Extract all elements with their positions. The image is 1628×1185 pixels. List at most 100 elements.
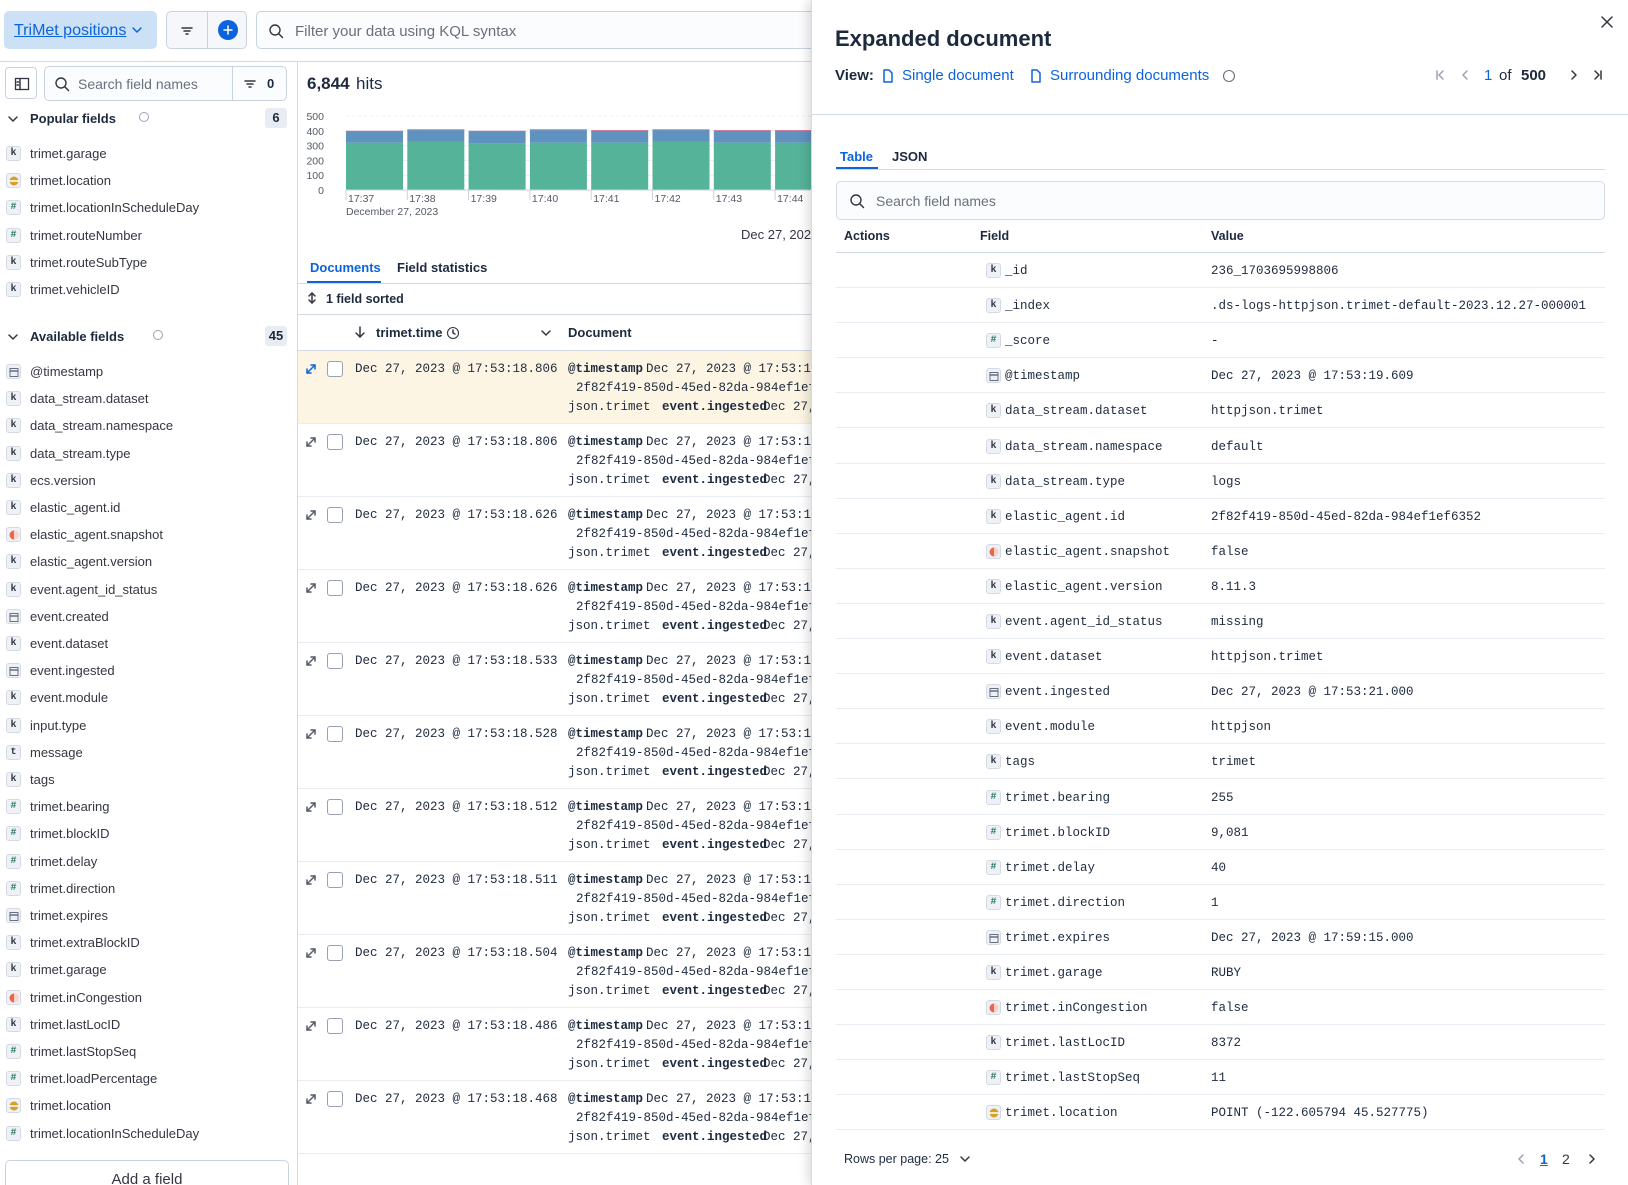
icon-fill (14, 993, 19, 1003)
field-item[interactable]: # trimet.delay (0, 848, 297, 875)
field-item[interactable]: k trimet.lastLocID (0, 1011, 297, 1038)
row-checkbox[interactable] (327, 434, 343, 450)
doc-value: 2f82f419-850d-45ed-82da-984ef1ef6 (576, 1038, 818, 1052)
column-header[interactable]: Document (568, 325, 632, 340)
collapse-sidebar-button[interactable] (5, 67, 37, 99)
index-pattern-button[interactable]: TriMet positions (4, 11, 157, 49)
page-link[interactable]: 2 (1562, 1151, 1570, 1167)
field-item[interactable]: trimet.inCongestion (0, 984, 297, 1011)
document-row[interactable]: Dec 27, 2023 @ 17:53:18.511 @timestamp Dec… (298, 862, 818, 935)
field-item[interactable]: # trimet.loadPercentage (0, 1065, 297, 1092)
field-type-token: k (6, 254, 21, 270)
tab[interactable]: Field statistics (397, 260, 488, 275)
field-item[interactable]: # trimet.locationInScheduleDay (0, 194, 297, 221)
row-checkbox[interactable] (327, 1091, 343, 1107)
field-item[interactable]: event.created (0, 603, 297, 630)
field-item[interactable]: k data_stream.namespace (0, 412, 297, 439)
field-item[interactable]: k data_stream.type (0, 440, 297, 467)
view-surrounding[interactable]: Surrounding documents (1050, 67, 1210, 84)
field-item[interactable]: trimet.location (0, 1092, 297, 1119)
row-time: Dec 27, 2023 @ 17:53:18.511 (355, 873, 558, 887)
document-row[interactable]: Dec 27, 2023 @ 17:53:18.806 @timestamp Dec… (298, 424, 818, 497)
sorted-label[interactable]: 1 field sorted (326, 292, 404, 306)
document-row[interactable]: Dec 27, 2023 @ 17:53:18.533 @timestamp Dec… (298, 643, 818, 716)
view-single[interactable]: Single document (902, 67, 1014, 84)
doc-value: Dec 27, (763, 619, 816, 633)
field-item[interactable]: k tags (0, 766, 297, 793)
field-item[interactable]: # trimet.bearing (0, 793, 297, 820)
field-item[interactable]: # trimet.routeNumber (0, 222, 297, 249)
tab-underline (307, 281, 381, 283)
field-item[interactable]: # trimet.blockID (0, 820, 297, 847)
field-section-header[interactable]: Popular fields 6 (0, 104, 297, 134)
histogram-bar (407, 130, 465, 142)
doc-value: Dec 27, (763, 1130, 816, 1144)
document-row[interactable]: Dec 27, 2023 @ 17:53:18.626 @timestamp Dec… (298, 570, 818, 643)
field-name: @timestamp (1005, 369, 1081, 384)
flyout-tab[interactable]: JSON (892, 149, 928, 164)
row-checkbox[interactable] (327, 872, 343, 888)
document-row[interactable]: Dec 27, 2023 @ 17:53:18.486 @timestamp Dec… (298, 1008, 818, 1081)
field-item[interactable]: k elastic_agent.id (0, 494, 297, 521)
field-item[interactable]: k event.module (0, 684, 297, 711)
row-checkbox[interactable] (327, 361, 343, 377)
row-checkbox[interactable] (327, 580, 343, 596)
field-item[interactable]: k input.type (0, 712, 297, 739)
add-field-button[interactable]: Add a field (5, 1160, 289, 1185)
field-item[interactable]: k trimet.extraBlockID (0, 929, 297, 956)
flyout-tab[interactable]: Table (840, 149, 873, 164)
field-item[interactable]: # trimet.locationInScheduleDay (0, 1120, 297, 1147)
field-section-header[interactable]: Available fields 45 (0, 322, 297, 352)
field-item[interactable]: elastic_agent.snapshot (0, 521, 297, 548)
column-header[interactable]: trimet.time (376, 325, 443, 340)
field-sidebar: Search field names 0 Popular fields 6 k trime… (0, 62, 298, 1185)
row-checkbox[interactable] (327, 1018, 343, 1034)
filter-buttons[interactable] (166, 11, 247, 49)
document-row[interactable]: Dec 27, 2023 @ 17:53:18.528 @timestamp Dec… (298, 716, 818, 789)
document-flyout: Expanded document View: Single document Sur… (811, 0, 1628, 1185)
field-item[interactable]: k trimet.garage (0, 140, 297, 167)
field-type-token (6, 173, 21, 189)
document-row[interactable]: Dec 27, 2023 @ 17:53:18.504 @timestamp Dec… (298, 935, 818, 1008)
filter-icon (244, 80, 256, 88)
field-item[interactable]: t message (0, 739, 297, 766)
rows-per-page[interactable]: Rows per page: 25 (844, 1152, 949, 1166)
document-row[interactable]: Dec 27, 2023 @ 17:53:18.806 @timestamp Dec… (298, 351, 818, 424)
document-row[interactable]: Dec 27, 2023 @ 17:53:18.512 @timestamp Dec… (298, 789, 818, 862)
field-name: tags (30, 772, 55, 787)
field-item[interactable]: k ecs.version (0, 467, 297, 494)
row-checkbox[interactable] (327, 653, 343, 669)
row-checkbox[interactable] (327, 945, 343, 961)
close-icon[interactable] (1600, 15, 1614, 29)
field-search[interactable]: Search field names 0 (44, 66, 287, 101)
field-item[interactable]: k data_stream.dataset (0, 385, 297, 412)
row-checkbox[interactable] (327, 799, 343, 815)
field-type-token (6, 527, 21, 543)
row-checkbox[interactable] (327, 507, 343, 523)
document-row[interactable]: Dec 27, 2023 @ 17:53:18.468 @timestamp Dec… (298, 1081, 818, 1154)
page-link[interactable]: 1 (1540, 1151, 1548, 1167)
pager-current[interactable]: 1 (1484, 67, 1493, 84)
field-item[interactable]: k event.agent_id_status (0, 576, 297, 603)
field-item[interactable]: k trimet.garage (0, 956, 297, 983)
field-item[interactable]: trimet.location (0, 167, 297, 194)
icon-stroke (306, 364, 316, 374)
add-filter-button[interactable] (218, 20, 238, 40)
field-item[interactable]: trimet.expires (0, 902, 297, 929)
field-item[interactable]: @timestamp (0, 358, 297, 385)
field-name: event.module (1005, 720, 1096, 735)
document-row[interactable]: Dec 27, 2023 @ 17:53:18.626 @timestamp Dec… (298, 497, 818, 570)
flyout-search[interactable]: Search field names (836, 181, 1605, 220)
field-item[interactable]: k trimet.vehicleID (0, 276, 297, 303)
field-item[interactable]: k elastic_agent.version (0, 548, 297, 575)
tab[interactable]: Documents (310, 260, 381, 275)
field-item[interactable]: # trimet.lastStopSeq (0, 1038, 297, 1065)
field-item[interactable]: event.ingested (0, 657, 297, 684)
field-name: trimet.garage (30, 146, 107, 161)
query-input[interactable]: Filter your data using KQL syntax (256, 11, 856, 49)
row-checkbox[interactable] (327, 726, 343, 742)
field-item[interactable]: k trimet.routeSubType (0, 249, 297, 276)
field-item[interactable]: k event.dataset (0, 630, 297, 657)
field-item[interactable]: # trimet.direction (0, 875, 297, 902)
doc-key: event.ingested (662, 765, 768, 779)
